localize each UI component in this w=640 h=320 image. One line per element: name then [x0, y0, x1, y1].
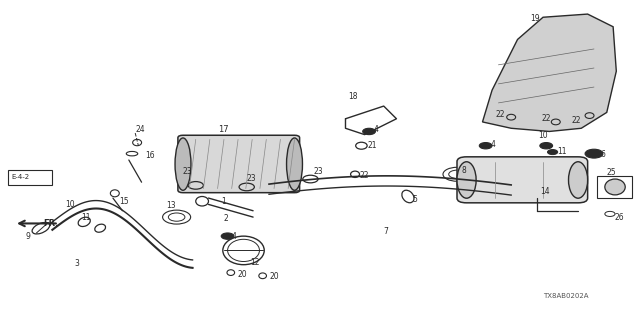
- Text: 2: 2: [223, 214, 228, 223]
- Polygon shape: [483, 14, 616, 132]
- Circle shape: [585, 149, 603, 158]
- Text: E-4-2: E-4-2: [11, 174, 29, 180]
- Text: 8: 8: [461, 166, 466, 175]
- Text: 23: 23: [183, 167, 193, 176]
- Text: 18: 18: [349, 92, 358, 101]
- Text: 11: 11: [81, 212, 90, 222]
- Ellipse shape: [605, 179, 625, 195]
- Text: 25: 25: [607, 168, 616, 177]
- Text: 22: 22: [360, 171, 369, 180]
- Text: 21: 21: [368, 141, 378, 150]
- Text: 17: 17: [218, 125, 228, 134]
- Ellipse shape: [287, 138, 303, 190]
- Ellipse shape: [568, 162, 588, 198]
- FancyBboxPatch shape: [457, 157, 588, 203]
- Ellipse shape: [175, 138, 191, 190]
- Text: 3: 3: [75, 259, 79, 268]
- Circle shape: [363, 128, 376, 135]
- Text: 13: 13: [166, 202, 175, 211]
- Text: 11: 11: [557, 147, 566, 156]
- FancyBboxPatch shape: [178, 135, 300, 193]
- Circle shape: [547, 149, 557, 155]
- Text: 26: 26: [614, 212, 624, 222]
- Text: 23: 23: [314, 167, 323, 176]
- Text: 22: 22: [572, 116, 581, 125]
- Text: 12: 12: [250, 258, 259, 267]
- Text: 4: 4: [374, 125, 378, 134]
- Text: 20: 20: [269, 272, 278, 281]
- Text: 4: 4: [490, 140, 495, 149]
- Text: 4: 4: [232, 232, 237, 241]
- Text: 20: 20: [237, 270, 247, 279]
- Text: 9: 9: [26, 232, 31, 241]
- Text: 23: 23: [246, 173, 257, 183]
- Text: 16: 16: [145, 151, 154, 160]
- Text: 22: 22: [541, 114, 551, 123]
- Text: FR.: FR.: [43, 219, 58, 228]
- Text: 24: 24: [135, 125, 145, 134]
- Text: 1: 1: [221, 197, 226, 206]
- Text: 19: 19: [531, 14, 540, 23]
- Text: 6: 6: [600, 150, 605, 159]
- Text: 5: 5: [412, 195, 417, 204]
- Text: 10: 10: [538, 131, 548, 140]
- Text: 15: 15: [119, 197, 129, 206]
- Circle shape: [221, 233, 234, 239]
- Text: 22: 22: [495, 109, 505, 118]
- Text: 10: 10: [65, 200, 75, 209]
- Text: 14: 14: [540, 187, 550, 196]
- Ellipse shape: [457, 162, 476, 198]
- Circle shape: [540, 142, 552, 149]
- Text: 7: 7: [384, 227, 388, 236]
- Text: TX8AB0202A: TX8AB0202A: [543, 293, 589, 300]
- Circle shape: [479, 142, 492, 149]
